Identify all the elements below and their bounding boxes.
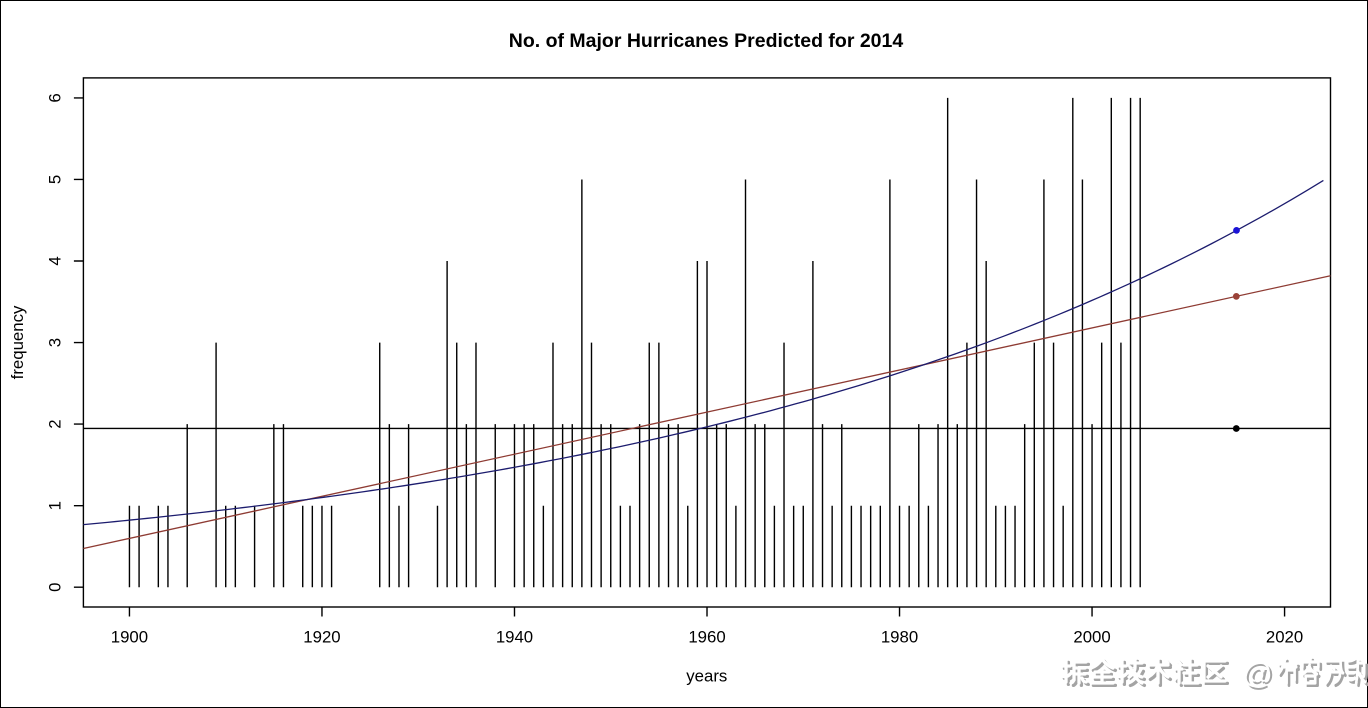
svg-text:frequency: frequency — [8, 305, 27, 379]
svg-text:6: 6 — [46, 93, 65, 102]
svg-text:1900: 1900 — [111, 628, 148, 647]
svg-text:1960: 1960 — [688, 628, 725, 647]
svg-text:@: @ — [1242, 657, 1272, 690]
svg-text:@: @ — [1244, 659, 1274, 692]
svg-text:1940: 1940 — [496, 628, 533, 647]
svg-text:No. of Major Hurricanes Predic: No. of Major Hurricanes Predicted for 20… — [509, 30, 904, 52]
svg-text:4: 4 — [46, 256, 65, 265]
svg-text:2020: 2020 — [1266, 628, 1303, 647]
svg-text:5: 5 — [46, 175, 65, 184]
svg-text:1980: 1980 — [881, 628, 918, 647]
svg-text:1: 1 — [46, 501, 65, 510]
svg-text:0: 0 — [46, 583, 65, 592]
svg-text:3: 3 — [46, 338, 65, 347]
svg-text:1920: 1920 — [303, 628, 340, 647]
svg-text:2: 2 — [46, 419, 65, 428]
svg-text:years: years — [686, 667, 727, 686]
svg-text:2000: 2000 — [1073, 628, 1110, 647]
